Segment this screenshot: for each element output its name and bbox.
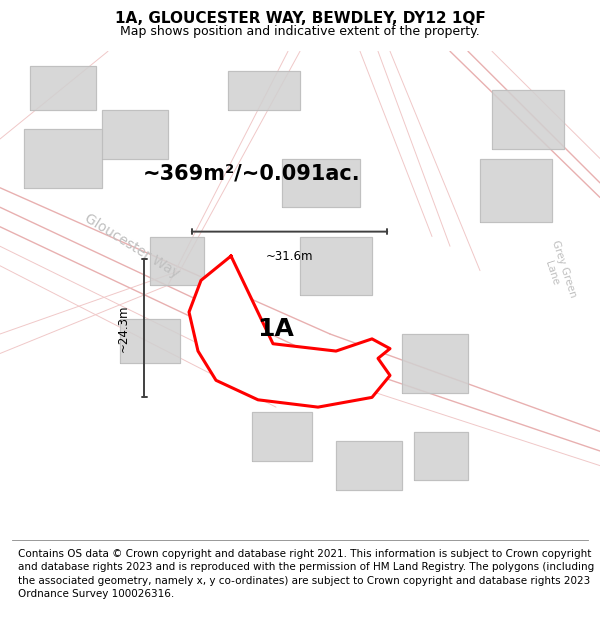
Polygon shape (300, 236, 372, 295)
Text: ~24.3m: ~24.3m (116, 304, 130, 352)
Polygon shape (30, 66, 96, 110)
Polygon shape (402, 334, 468, 392)
Polygon shape (228, 71, 300, 110)
Text: Grey Green
Lane: Grey Green Lane (538, 239, 578, 302)
Polygon shape (24, 129, 102, 188)
Text: ~31.6m: ~31.6m (266, 249, 313, 262)
Polygon shape (102, 110, 168, 159)
Polygon shape (120, 319, 180, 363)
Text: 1A, GLOUCESTER WAY, BEWDLEY, DY12 1QF: 1A, GLOUCESTER WAY, BEWDLEY, DY12 1QF (115, 11, 485, 26)
Polygon shape (480, 159, 552, 222)
Polygon shape (492, 90, 564, 149)
Text: Map shows position and indicative extent of the property.: Map shows position and indicative extent… (120, 26, 480, 39)
Polygon shape (336, 441, 402, 490)
Polygon shape (189, 256, 390, 407)
Text: 1A: 1A (257, 317, 295, 341)
Text: Gloucester Way: Gloucester Way (82, 211, 182, 281)
Text: ~369m²/~0.091ac.: ~369m²/~0.091ac. (143, 163, 361, 183)
Polygon shape (252, 412, 312, 461)
Polygon shape (414, 431, 468, 480)
Polygon shape (282, 159, 360, 208)
Polygon shape (150, 236, 204, 285)
Text: Contains OS data © Crown copyright and database right 2021. This information is : Contains OS data © Crown copyright and d… (18, 549, 594, 599)
